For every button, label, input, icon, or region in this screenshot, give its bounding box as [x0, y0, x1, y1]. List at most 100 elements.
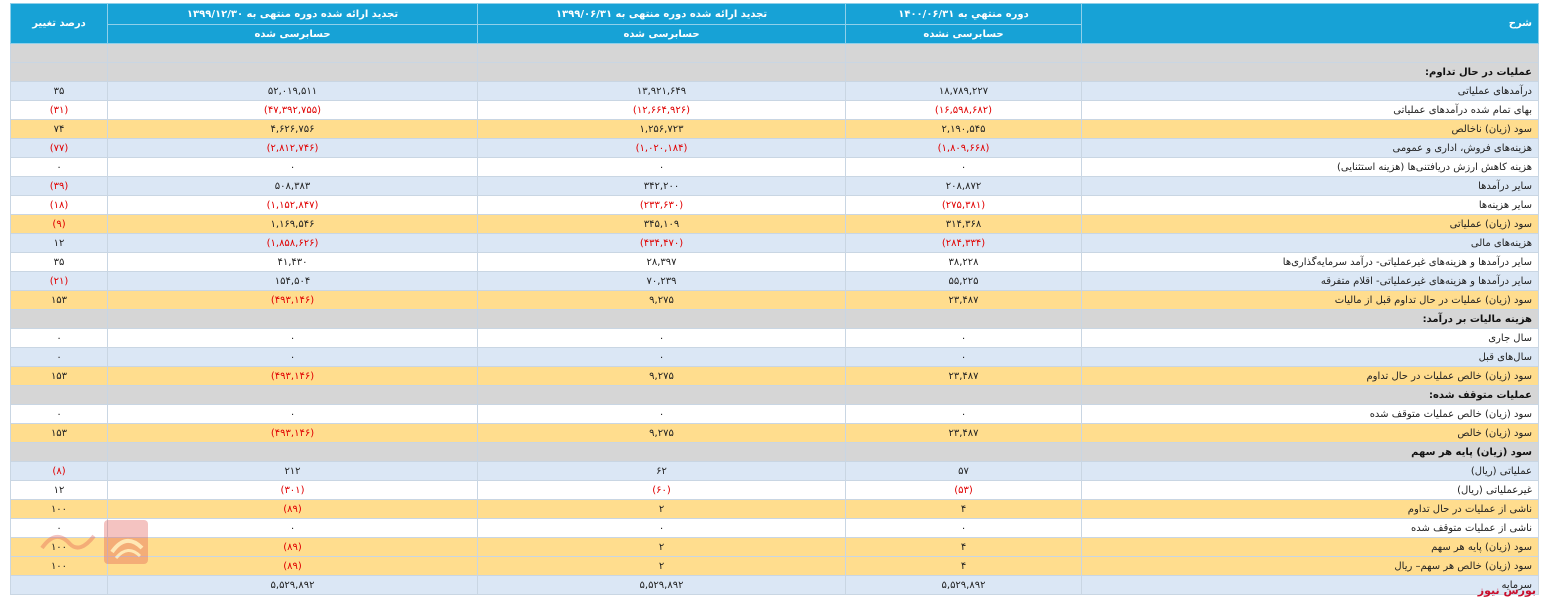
table-row: سایر درآمدها و هزینه‌های غیرعملیاتی- درآ…	[10, 252, 1539, 272]
value-col3: (۱,۸۵۸,۶۲۶)	[107, 233, 478, 253]
table-row: سود (زیان) خالص عملیات متوقف شده ۰ ۰ ۰ ۰	[10, 404, 1539, 424]
table-row: سود (زیان) عملیات در حال تداوم قبل از ما…	[10, 290, 1539, 310]
value-col1: ۳۱۴,۳۶۸	[845, 214, 1082, 234]
table-row: سایر هزینه‌ها (۲۷۵,۳۸۱) (۲۳۳,۶۳۰) (۱,۱۵۲,۸۴…	[10, 195, 1539, 215]
section-row: هزینه مالیات بر درآمد:	[10, 309, 1539, 329]
change-percent: ۰	[10, 157, 108, 177]
value-col2: (۱,۰۲۰,۱۸۴)	[477, 138, 846, 158]
section-row: عملیات متوقف شده:	[10, 385, 1539, 405]
value-col3: (۳۰۱)	[107, 480, 478, 500]
table-row: هزینه‌های مالی (۲۸۴,۳۳۴) (۴۳۴,۴۷۰) (۱,۸۵۸,۶…	[10, 233, 1539, 253]
table-row: ناشی از عملیات در حال تداوم ۴ ۲ (۸۹) ۱۰۰	[10, 499, 1539, 519]
value-col3: ۰	[107, 328, 478, 348]
row-label: هزینه‌های مالی	[1081, 233, 1539, 253]
row-label: سود (زیان) عملیات در حال تداوم قبل از ما…	[1081, 290, 1539, 310]
header-col3-audit: حسابرسی شده	[107, 24, 478, 44]
header-col2-title: تجدید ارائه شده دوره منتهی به ۱۳۹۹/۰۶/۳۱	[477, 3, 846, 25]
change-percent: ۷۴	[10, 119, 108, 139]
row-label: غیرعملیاتی (ریال)	[1081, 480, 1539, 500]
value-col1: (۲۸۴,۳۳۴)	[845, 233, 1082, 253]
value-col3: (۸۹)	[107, 537, 478, 557]
value-col3: ۰	[107, 347, 478, 367]
section-empty-cell	[477, 62, 846, 82]
change-percent: ۰	[10, 328, 108, 348]
value-col1: ۴	[845, 556, 1082, 576]
row-label: سرمایه	[1081, 575, 1539, 595]
value-col3: ۲۱۲	[107, 461, 478, 481]
value-col2: ۷۰,۲۳۹	[477, 271, 846, 291]
header-col1-title: دوره منتهي به ۱۴۰۰/۰۶/۳۱	[845, 3, 1082, 25]
change-percent: ۱۵۳	[10, 423, 108, 443]
table-body: شرح دوره منتهي به ۱۴۰۰/۰۶/۳۱ تجدید ارائه…	[10, 3, 1539, 595]
row-label: هزینه‌های فروش، اداری و عمومی	[1081, 138, 1539, 158]
value-col3: (۴۹۳,۱۴۶)	[107, 423, 478, 443]
value-col1: (۱۶,۵۹۸,۶۸۲)	[845, 100, 1082, 120]
section-empty-cell	[845, 309, 1082, 329]
section-empty-cell	[477, 442, 846, 462]
section-title: هزینه مالیات بر درآمد:	[1081, 309, 1539, 329]
value-col2: ۰	[477, 404, 846, 424]
value-col1: ۰	[845, 157, 1082, 177]
value-col1: ۵۷	[845, 461, 1082, 481]
value-col1: ۱۸,۷۸۹,۲۲۷	[845, 81, 1082, 101]
value-col2: ۳۴۵,۱۰۹	[477, 214, 846, 234]
section-empty-cell	[107, 385, 478, 405]
change-percent: ۳۵	[10, 81, 108, 101]
value-col3: (۴۷,۳۹۲,۷۵۵)	[107, 100, 478, 120]
table-row: سرمایه ۵,۵۲۹,۸۹۲ ۵,۵۲۹,۸۹۲ ۵,۵۲۹,۸۹۲	[10, 575, 1539, 595]
table-row: ناشی از عملیات متوقف شده ۰ ۰ ۰ ۰	[10, 518, 1539, 538]
value-col2: ۰	[477, 347, 846, 367]
table-row: سود (زیان) خالص عملیات در حال تداوم ۲۳,۴۸…	[10, 366, 1539, 386]
row-label: سود (زیان) خالص	[1081, 423, 1539, 443]
value-col3: ۵۲,۰۱۹,۵۱۱	[107, 81, 478, 101]
value-col2: (۲۳۳,۶۳۰)	[477, 195, 846, 215]
row-label: سال‌های قبل	[1081, 347, 1539, 367]
value-col2: ۱,۲۵۶,۷۲۳	[477, 119, 846, 139]
value-col1: ۲,۱۹۰,۵۴۵	[845, 119, 1082, 139]
table-row: سود (زیان) خالص هر سهم– ریال ۴ ۲ (۸۹) ۱۰۰	[10, 556, 1539, 576]
table-row: غیرعملیاتی (ریال) (۵۳) (۶۰) (۳۰۱) ۱۲	[10, 480, 1539, 500]
value-col3: ۰	[107, 404, 478, 424]
row-label: سود (زیان) خالص عملیات در حال تداوم	[1081, 366, 1539, 386]
value-col2: ۰	[477, 328, 846, 348]
value-col3: (۱,۱۵۲,۸۴۷)	[107, 195, 478, 215]
row-label: سایر درآمدها و هزینه‌های غیرعملیاتی- اقل…	[1081, 271, 1539, 291]
value-col2: (۱۲,۶۶۴,۹۲۶)	[477, 100, 846, 120]
value-col2: ۲	[477, 537, 846, 557]
change-percent: (۹)	[10, 214, 108, 234]
financial-statement: شرح دوره منتهي به ۱۴۰۰/۰۶/۳۱ تجدید ارائه…	[10, 3, 1539, 595]
table-row: عملیاتی (ریال) ۵۷ ۶۲ ۲۱۲ (۸)	[10, 461, 1539, 481]
section-empty-cell	[845, 385, 1082, 405]
value-col2: ۲	[477, 556, 846, 576]
section-empty-cell	[845, 62, 1082, 82]
watermark-logo	[40, 520, 148, 564]
value-col2: ۲۸,۳۹۷	[477, 252, 846, 272]
value-col2: ۹,۲۷۵	[477, 290, 846, 310]
section-title: عملیات در حال تداوم:	[1081, 62, 1539, 82]
value-col3: (۸۹)	[107, 556, 478, 576]
value-col1: ۵۵,۲۲۵	[845, 271, 1082, 291]
value-col1: ۰	[845, 518, 1082, 538]
row-label: سود (زیان) پایه هر سهم	[1081, 537, 1539, 557]
section-empty-cell	[845, 442, 1082, 462]
value-col2: ۲	[477, 499, 846, 519]
table-row: سال جاری ۰ ۰ ۰ ۰	[10, 328, 1539, 348]
section-empty-cell	[477, 309, 846, 329]
value-col3: ۰	[107, 157, 478, 177]
value-col3: ۰	[107, 518, 478, 538]
table-row: سایر درآمدها و هزینه‌های غیرعملیاتی- اقل…	[10, 271, 1539, 291]
value-col3: ۱,۱۶۹,۵۴۶	[107, 214, 478, 234]
row-label: ناشی از عملیات در حال تداوم	[1081, 499, 1539, 519]
table-row: بهای تمام شده درآمدهای عملیاتی (۱۶,۵۹۸,۶۸…	[10, 100, 1539, 120]
value-col2: ۶۲	[477, 461, 846, 481]
value-col3: ۴۱,۴۳۰	[107, 252, 478, 272]
value-col1: ۴	[845, 537, 1082, 557]
section-title: سود (زیان) پایه هر سهم	[1081, 442, 1539, 462]
table-row: سود (زیان) عملیاتی ۳۱۴,۳۶۸ ۳۴۵,۱۰۹ ۱,۱۶۹,۵۴…	[10, 214, 1539, 234]
section-empty-cell	[10, 309, 108, 329]
change-percent: ۳۵	[10, 252, 108, 272]
table-row: سایر درآمدها ۲۰۸,۸۷۲ ۳۴۲,۲۰۰ ۵۰۸,۳۸۳ (۳۹)	[10, 176, 1539, 196]
change-percent: ۱۵۳	[10, 366, 108, 386]
row-label: سایر هزینه‌ها	[1081, 195, 1539, 215]
value-col3: ۵,۵۲۹,۸۹۲	[107, 575, 478, 595]
